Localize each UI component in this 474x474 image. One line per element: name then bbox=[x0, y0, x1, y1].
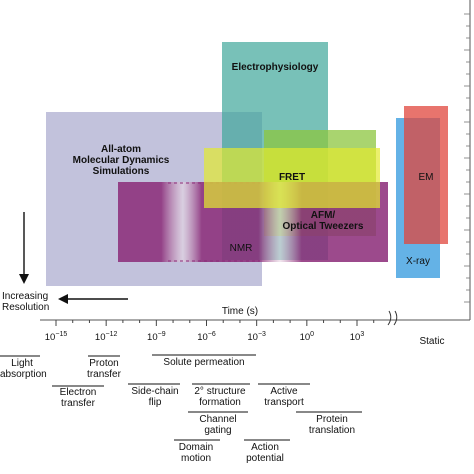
right-axis-ticks bbox=[464, 13, 470, 303]
x-tick-label: 10−6 bbox=[197, 331, 216, 344]
x-tick-label: 10−12 bbox=[94, 331, 118, 344]
process-sidechain: Side-chain flip bbox=[131, 386, 179, 408]
process-solute: Solute permeation bbox=[163, 357, 245, 368]
process-proton: Proton transfer bbox=[87, 358, 121, 380]
afm-label: AFM/ Optical Tweezers bbox=[282, 210, 364, 232]
process-bars bbox=[0, 354, 362, 441]
em-label: EM bbox=[418, 172, 434, 183]
xray-label: X-ray bbox=[406, 256, 430, 267]
process-domain: Domain motion bbox=[178, 442, 214, 464]
nmr-label: NMR bbox=[229, 243, 253, 254]
fret-label: FRET bbox=[278, 172, 306, 183]
fret-box bbox=[204, 148, 380, 208]
process-secondary: 2° structure formation bbox=[194, 386, 246, 408]
process-light: Light absorption bbox=[0, 358, 47, 380]
process-active: Active transport bbox=[264, 386, 304, 408]
em-box bbox=[404, 106, 448, 244]
x-tick-label: 10−9 bbox=[147, 331, 166, 344]
x-axis-title: Time (s) bbox=[221, 306, 259, 317]
process-electron: Electron transfer bbox=[59, 387, 97, 409]
process-channel: Channel gating bbox=[199, 414, 237, 436]
resolution-arrows bbox=[19, 212, 128, 304]
resolution-label: Increasing Resolution bbox=[2, 291, 50, 313]
x-tick-label: 100 bbox=[299, 331, 315, 344]
ephys-label: Electrophysiology bbox=[231, 62, 319, 73]
process-protein: Protein translation bbox=[308, 414, 356, 436]
axis-break bbox=[387, 310, 398, 326]
x-tick-label: 10−15 bbox=[44, 331, 68, 344]
static-label: Static bbox=[419, 336, 445, 347]
md-label: All-atom Molecular Dynamics Simulations bbox=[72, 144, 170, 177]
x-tick-label: 10−3 bbox=[247, 331, 266, 344]
x-axis-ticks bbox=[55, 320, 375, 326]
x-tick-label: 103 bbox=[349, 331, 365, 344]
process-action: Action potential bbox=[246, 442, 284, 464]
